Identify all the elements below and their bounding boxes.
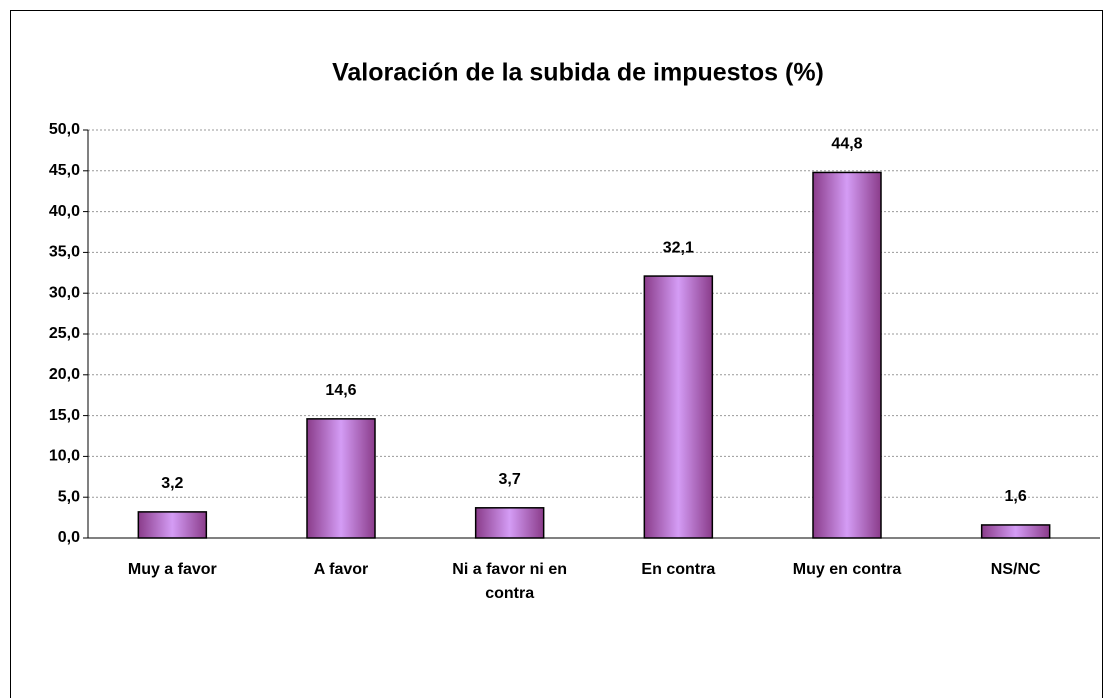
- data-label: 32,1: [663, 239, 694, 256]
- x-tick-label: Muy a favor: [127, 561, 217, 578]
- x-tick-label: NS/NC: [990, 561, 1041, 578]
- x-tick-label: En contra: [641, 561, 716, 578]
- y-tick-label: 35,0: [49, 244, 80, 261]
- y-tick-label: 30,0: [49, 284, 80, 301]
- y-tick-label: 10,0: [49, 448, 80, 465]
- data-label: 1,6: [1005, 488, 1027, 505]
- x-tick-label: Muy en contra: [792, 561, 902, 578]
- data-label: 3,7: [499, 471, 521, 488]
- data-label: 14,6: [325, 382, 356, 399]
- y-tick-label: 40,0: [49, 203, 80, 220]
- y-tick-label: 0,0: [58, 529, 80, 546]
- y-tick-label: 50,0: [49, 121, 80, 138]
- x-tick-label: Ni a favor ni en contra: [452, 561, 567, 602]
- y-tick-label: 20,0: [49, 366, 80, 383]
- bar: [980, 524, 1051, 539]
- y-tick-label: 15,0: [49, 407, 80, 424]
- y-tick-label: 45,0: [49, 162, 80, 179]
- y-tick-label: 5,0: [58, 488, 80, 505]
- data-label: 44,8: [831, 136, 862, 153]
- bar: [306, 418, 376, 539]
- data-label: 3,2: [161, 475, 183, 492]
- y-tick-label: 25,0: [49, 325, 80, 342]
- chart-title: Valoración de la subida de impuestos (%): [332, 59, 824, 87]
- bar: [643, 275, 714, 539]
- bar: [137, 511, 208, 539]
- bar: [474, 507, 545, 539]
- bar: [812, 171, 882, 539]
- x-tick-label: A favor: [313, 561, 369, 578]
- chart-border: [10, 10, 1103, 698]
